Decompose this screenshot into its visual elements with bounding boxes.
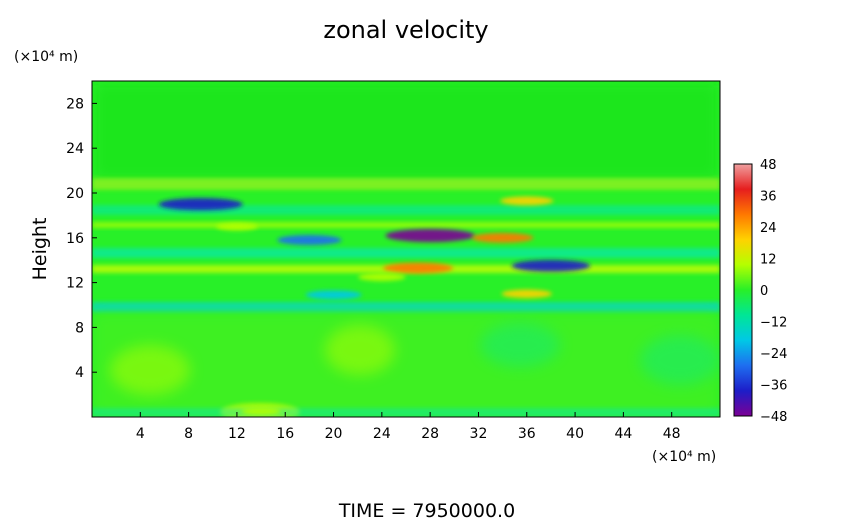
- lower-blob-5: [640, 335, 720, 385]
- colorbar-tick-label: −48: [760, 410, 787, 425]
- x-axis: 4 8 12 16 20 24 28 32 36 40 44 48: [136, 412, 681, 442]
- feature-layer: [158, 196, 591, 416]
- colorbar-tick-label: −12: [760, 316, 787, 331]
- feature-positive: [501, 289, 552, 299]
- lower-blob-1: [110, 345, 190, 395]
- colorbar-tick-label: 48: [760, 158, 777, 173]
- x-tick-label: 16: [276, 426, 294, 442]
- upper-quiet-zone: [92, 81, 720, 181]
- y-axis-unit: (×10⁴ m): [14, 49, 78, 65]
- x-tick-label: 32: [470, 426, 488, 442]
- lower-blob-2: [325, 325, 395, 375]
- feature-negative: [385, 229, 475, 243]
- y-tick-label: 24: [66, 141, 84, 157]
- feature-positive: [215, 222, 258, 231]
- x-tick-label: 8: [184, 426, 193, 442]
- x-tick-label: 44: [614, 426, 632, 442]
- plot-frame: [91, 80, 721, 418]
- band-cyan-2: [92, 248, 720, 258]
- colorbar: [733, 163, 753, 417]
- x-tick-label: 4: [136, 426, 145, 442]
- x-tick-label: 48: [663, 426, 681, 442]
- time-footer: TIME = 7950000.0: [338, 500, 515, 519]
- band-yellow-1: [92, 222, 720, 228]
- x-tick-label: 40: [566, 426, 584, 442]
- colorbar-ticks: 48 36 24 12 0 −12 −24 −36 −48: [760, 158, 787, 425]
- feature-negative: [305, 290, 362, 300]
- x-tick-label: 36: [518, 426, 536, 442]
- y-tick-label: 8: [75, 320, 84, 336]
- y-tick-label: 16: [66, 231, 84, 247]
- colorbar-tick-label: −24: [760, 347, 787, 362]
- chart-title: zonal velocity: [323, 16, 488, 44]
- feature-positive: [383, 262, 454, 274]
- lower-blob-4: [480, 323, 560, 367]
- plot-area: [92, 81, 720, 417]
- y-axis: 4 8 12 16 20 24 28: [66, 96, 97, 381]
- colorbar-tick-label: 12: [760, 253, 777, 268]
- colorbar-tick-label: 24: [760, 221, 777, 236]
- x-tick-label: 20: [325, 426, 343, 442]
- feature-positive: [500, 196, 554, 206]
- x-tick-label: 24: [373, 426, 391, 442]
- y-tick-label: 20: [66, 186, 84, 202]
- band-cyan-3: [92, 302, 720, 312]
- y-tick-label: 28: [66, 96, 84, 112]
- colorbar-tick-label: −36: [760, 379, 787, 394]
- y-axis-label: Height: [29, 218, 51, 281]
- feature-positive: [241, 407, 281, 416]
- y-tick-label: 4: [75, 365, 84, 381]
- feature-negative: [277, 234, 342, 246]
- y-tick-label: 12: [66, 276, 84, 292]
- feature-negative: [511, 259, 591, 272]
- band-upper: [92, 178, 720, 190]
- x-tick-label: 12: [228, 426, 246, 442]
- band-cyan-1: [92, 205, 720, 215]
- colorbar-tick-label: 0: [760, 284, 768, 299]
- feature-negative: [158, 198, 243, 211]
- feature-positive: [358, 272, 406, 282]
- colorbar-tick-label: 36: [760, 190, 777, 205]
- feature-positive: [471, 232, 534, 243]
- lower-quiet-zone: [92, 312, 720, 417]
- x-axis-unit: (×10⁴ m): [652, 449, 716, 465]
- bottom-edge-band: [92, 408, 720, 417]
- x-tick-label: 28: [421, 426, 439, 442]
